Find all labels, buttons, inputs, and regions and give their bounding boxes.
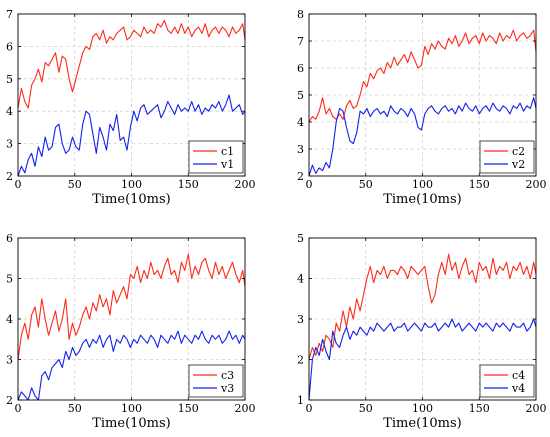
y-tick-label: 4 (297, 273, 304, 286)
x-tick-label: 50 (68, 402, 82, 415)
legend-label-v4: v4 (511, 382, 525, 395)
x-tick-label: 200 (235, 402, 256, 415)
legend-label-v1: v1 (220, 158, 234, 171)
y-tick-label: 2 (6, 170, 13, 183)
x-axis-title: Time(10ms) (383, 416, 462, 431)
legend-box (188, 140, 244, 174)
x-tick-label: 150 (178, 402, 199, 415)
x-tick-label: 0 (306, 402, 313, 415)
y-tick-label: 5 (297, 232, 304, 245)
y-tick-label: 5 (6, 73, 13, 86)
legend-label-c2: c2 (512, 145, 525, 158)
x-tick-label: 100 (121, 178, 142, 191)
legend-label-c4: c4 (512, 369, 525, 382)
y-tick-label: 3 (297, 313, 304, 326)
y-tick-label: 4 (297, 116, 304, 129)
series-line-c1 (17, 19, 246, 109)
x-tick-label: 50 (359, 402, 373, 415)
y-tick-label: 3 (297, 143, 304, 156)
x-tick-label: 200 (235, 178, 256, 191)
legend-box (188, 364, 244, 398)
series-line-v2 (308, 97, 537, 177)
x-tick-label: 50 (359, 178, 373, 191)
x-tick-label: 150 (469, 178, 490, 191)
y-tick-label: 2 (297, 354, 304, 367)
x-tick-label: 50 (68, 178, 82, 191)
x-tick-label: 100 (412, 178, 433, 191)
y-tick-label: 3 (6, 354, 13, 367)
x-tick-label: 0 (15, 402, 22, 415)
series-line-c3 (17, 253, 246, 360)
x-axis-title: Time(10ms) (92, 416, 171, 431)
series-line-c4 (308, 253, 537, 360)
x-tick-label: 100 (412, 402, 433, 415)
legend-label-c3: c3 (221, 369, 234, 382)
legend-label-c1: c1 (221, 145, 234, 158)
y-tick-label: 6 (6, 232, 13, 245)
legend-box (479, 364, 535, 398)
y-tick-label: 4 (6, 313, 13, 326)
x-tick-label: 150 (178, 178, 199, 191)
x-tick-label: 150 (469, 402, 490, 415)
legend-label-v3: v3 (220, 382, 234, 395)
y-tick-label: 6 (297, 62, 304, 75)
series-line-v4 (308, 318, 537, 401)
y-tick-label: 8 (297, 8, 304, 21)
y-tick-label: 4 (6, 105, 13, 118)
series-line-v1 (17, 94, 246, 177)
x-axis-title: Time(10ms) (383, 192, 462, 207)
y-tick-label: 7 (297, 35, 304, 48)
legend-label-v2: v2 (511, 158, 525, 171)
x-axis-title: Time(10ms) (92, 192, 171, 207)
y-tick-label: 3 (6, 138, 13, 151)
y-tick-label: 2 (6, 394, 13, 407)
legend-box (479, 140, 535, 174)
y-tick-label: 2 (297, 170, 304, 183)
x-tick-label: 200 (526, 178, 547, 191)
y-tick-label: 1 (297, 394, 304, 407)
series-line-c2 (308, 29, 537, 123)
x-tick-label: 0 (15, 178, 22, 191)
x-tick-label: 0 (306, 178, 313, 191)
y-tick-label: 5 (297, 89, 304, 102)
x-tick-label: 200 (526, 402, 547, 415)
y-tick-label: 7 (6, 8, 13, 21)
y-tick-label: 6 (6, 40, 13, 53)
series-line-v3 (17, 330, 246, 401)
y-tick-label: 5 (6, 273, 13, 286)
x-tick-label: 100 (121, 402, 142, 415)
